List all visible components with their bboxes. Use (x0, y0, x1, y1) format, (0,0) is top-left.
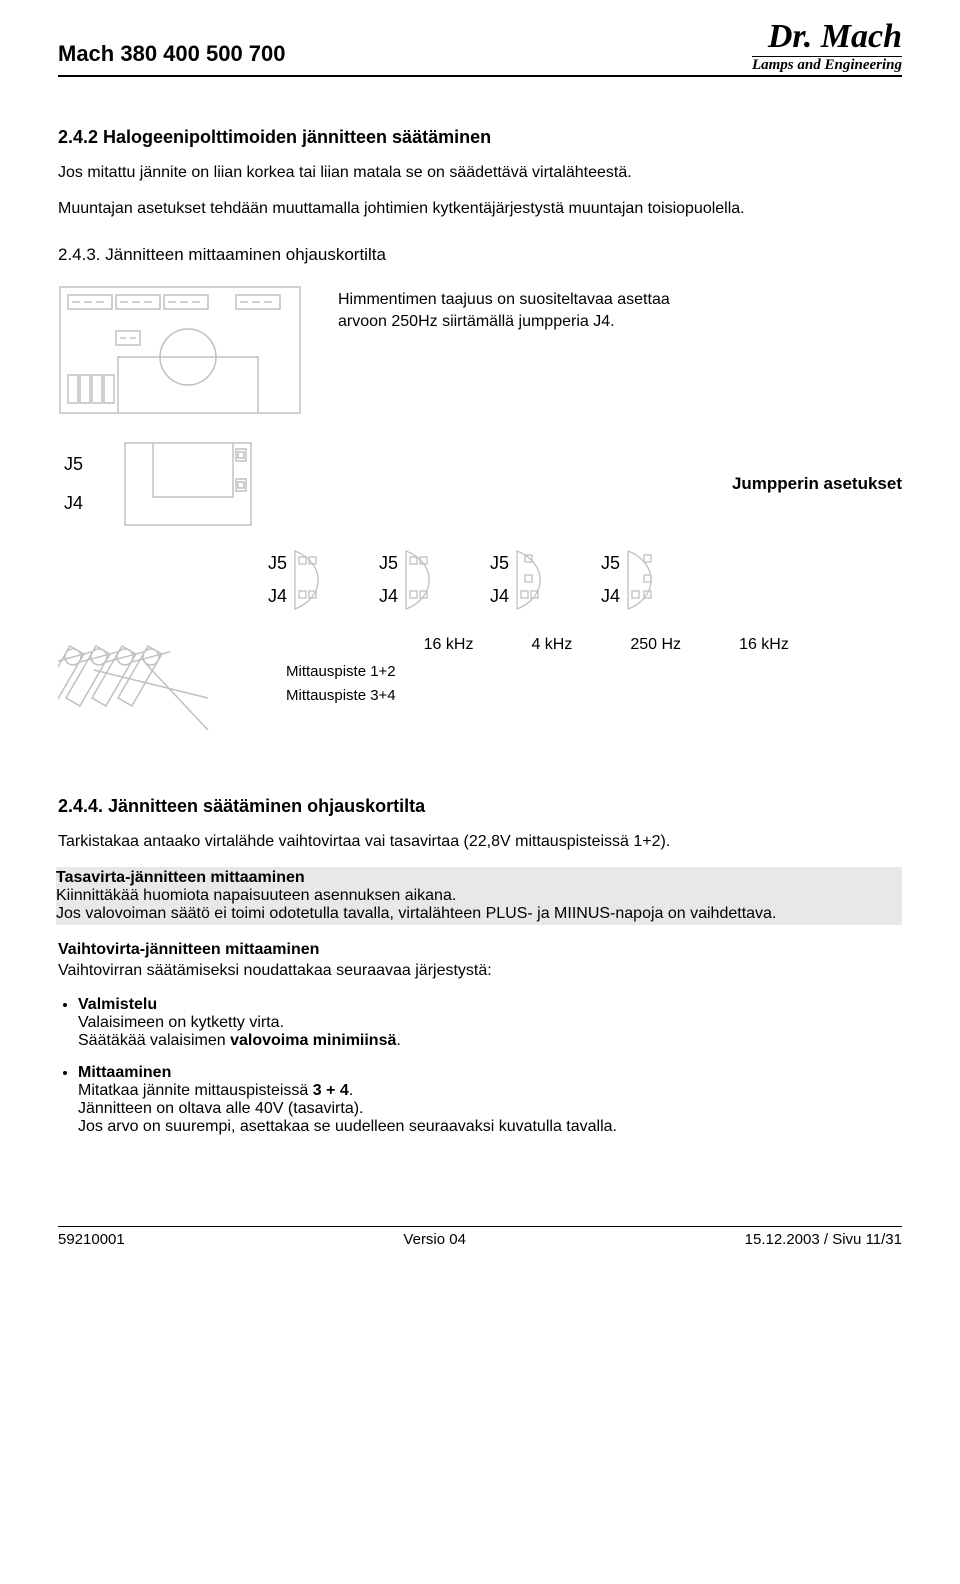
section-244-p1: Tarkistakaa antaako virtalähde vaihtovir… (58, 831, 902, 853)
product-line: Mach 380 400 500 700 (58, 41, 286, 73)
section-242-p2: Muuntajan asetukset tehdään muuttamalla … (58, 198, 902, 220)
footer-version: Versio 04 (403, 1231, 466, 1248)
board-jumper-labels: J5 J4 (58, 445, 83, 524)
jumper-config-4: J5 J4 (601, 547, 676, 612)
dc-measurement-block: Tasavirta-jännitteen mittaaminen Kiinnit… (56, 867, 902, 925)
frequency-row: 16 kHz 4 kHz 250 Hz 16 kHz (424, 636, 789, 654)
page-header: Mach 380 400 500 700 Dr. Mach Lamps and … (58, 20, 902, 77)
footer-date-page: 15.12.2003 / Sivu 11/31 (745, 1231, 902, 1248)
measurement-point-labels: Mittauspiste 1+2 Mittauspiste 3+4 (286, 660, 396, 708)
section-243-title: 2.4.3. Jännitteen mittaaminen ohjauskort… (58, 245, 902, 265)
dimmer-note: Himmentimen taajuus on suositeltavaa ase… (338, 289, 670, 332)
jumper-config-1: J5 J4 (268, 547, 343, 612)
list-item: Mittaaminen Mitatkaa jännite mittauspist… (78, 1064, 902, 1136)
jumper-shape-icon (293, 549, 343, 611)
jumper-shape-icon (404, 549, 454, 611)
brand-block: Dr. Mach Lamps and Engineering (752, 20, 902, 73)
control-board-top-diagram (58, 285, 302, 415)
brand-tagline: Lamps and Engineering (752, 56, 902, 73)
jumper-shape-icon (626, 549, 676, 611)
ac-measurement-block: Vaihtovirta-jännitteen mittaaminen Vaiht… (58, 939, 902, 982)
jumper-configs: J5 J4 J5 J4 (268, 547, 902, 612)
procedure-list: Valmistelu Valaisimeen on kytketty virta… (58, 996, 902, 1136)
footer-doc-id: 59210001 (58, 1231, 125, 1248)
jumper-config-2: J5 J4 (379, 547, 454, 612)
section-242-p1: Jos mitattu jännite on liian korkea tai … (58, 162, 902, 184)
list-item: Valmistelu Valaisimeen on kytketty virta… (78, 996, 902, 1050)
section-244-title: 2.4.4. Jännitteen säätäminen ohjauskorti… (58, 796, 902, 817)
jumper-config-3: J5 J4 (490, 547, 565, 612)
jumper-settings-title: Jumpperin asetukset (732, 474, 902, 494)
brand-name: Dr. Mach (752, 20, 902, 54)
measurement-probes-diagram (58, 636, 218, 746)
page-footer: 59210001 Versio 04 15.12.2003 / Sivu 11/… (58, 1226, 902, 1248)
jumper-shape-icon (515, 549, 565, 611)
control-board-bottom-diagram (123, 441, 253, 527)
section-242-title: 2.4.2 Halogeenipolttimoiden jännitteen s… (58, 127, 902, 148)
